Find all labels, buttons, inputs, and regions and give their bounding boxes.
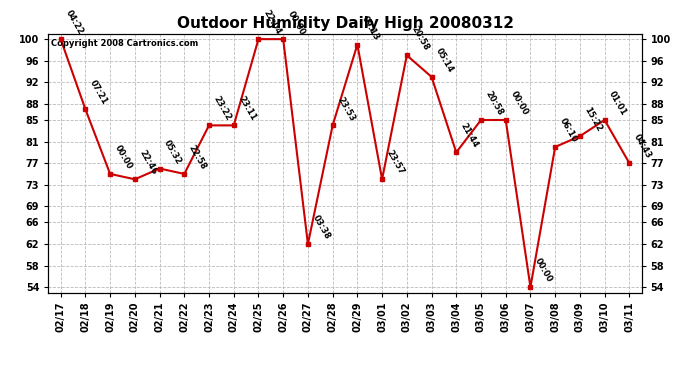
Text: 00:00: 00:00 xyxy=(286,9,307,36)
Text: 23:11: 23:11 xyxy=(237,95,257,123)
Text: 20:58: 20:58 xyxy=(410,25,431,52)
Text: 05:14: 05:14 xyxy=(434,46,455,74)
Text: 20:58: 20:58 xyxy=(484,90,505,117)
Text: 09:13: 09:13 xyxy=(360,14,381,42)
Text: 00:00: 00:00 xyxy=(509,90,529,117)
Text: 04:22: 04:22 xyxy=(63,9,85,36)
Text: 22:04: 22:04 xyxy=(262,9,282,36)
Text: 06:10: 06:10 xyxy=(558,117,579,144)
Text: 05:32: 05:32 xyxy=(162,138,184,166)
Text: 22:46: 22:46 xyxy=(137,149,159,177)
Text: 07:21: 07:21 xyxy=(88,79,109,106)
Text: 15:22: 15:22 xyxy=(582,106,604,134)
Text: 04:43: 04:43 xyxy=(632,133,653,160)
Text: 01:01: 01:01 xyxy=(607,90,629,117)
Text: 22:58: 22:58 xyxy=(187,144,208,171)
Text: 23:57: 23:57 xyxy=(385,149,406,177)
Text: 00:00: 00:00 xyxy=(533,257,554,284)
Text: 00:00: 00:00 xyxy=(113,144,134,171)
Text: 21:44: 21:44 xyxy=(459,122,480,150)
Title: Outdoor Humidity Daily High 20080312: Outdoor Humidity Daily High 20080312 xyxy=(177,16,513,31)
Text: Copyright 2008 Cartronics.com: Copyright 2008 Cartronics.com xyxy=(51,39,199,48)
Text: 03:38: 03:38 xyxy=(310,214,332,241)
Text: 23:53: 23:53 xyxy=(335,95,357,123)
Text: 23:22: 23:22 xyxy=(212,95,233,123)
